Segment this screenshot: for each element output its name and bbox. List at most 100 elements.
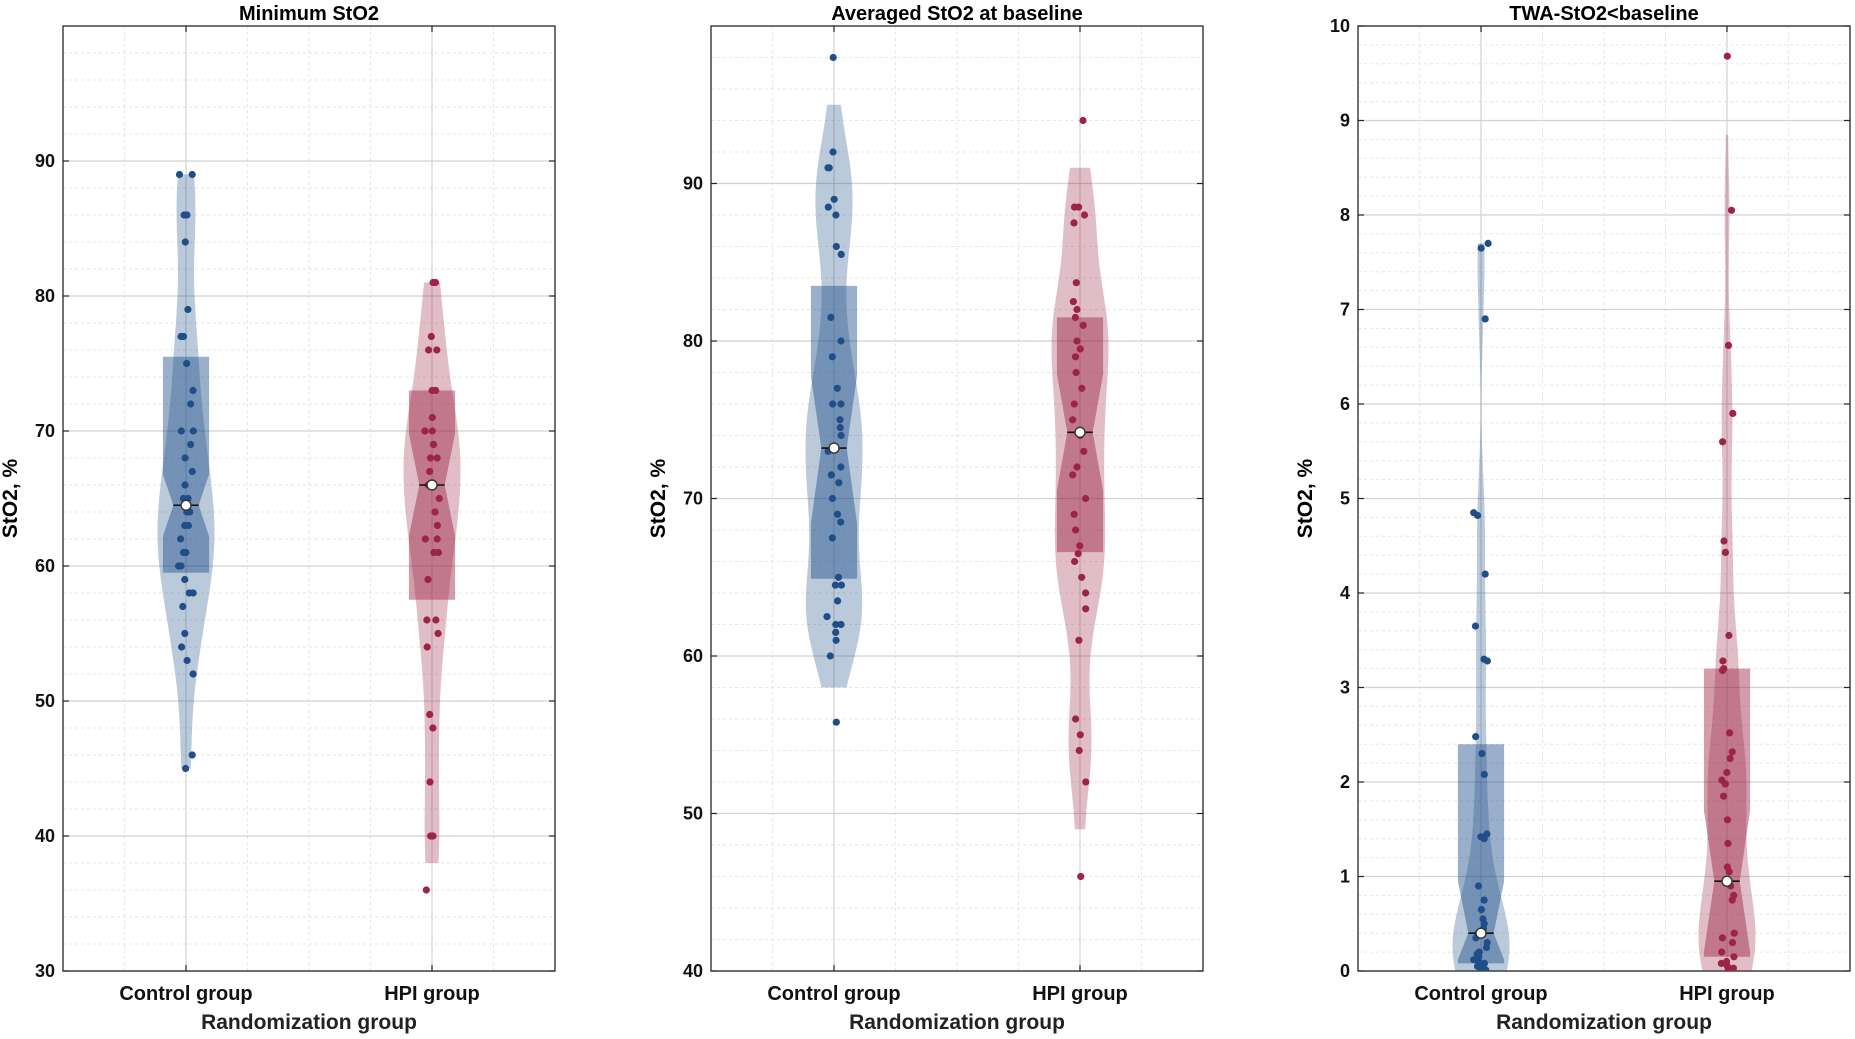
data-point — [1718, 948, 1726, 956]
data-point — [1072, 279, 1080, 287]
data-point — [1075, 636, 1083, 644]
data-point — [175, 170, 184, 179]
y-tick-label: 5 — [1340, 489, 1350, 509]
data-point — [428, 386, 436, 395]
data-point — [1729, 409, 1737, 417]
plot-content — [1452, 52, 1756, 971]
data-point — [428, 427, 436, 435]
data-point — [1484, 239, 1492, 247]
violin-1 — [1051, 167, 1109, 830]
data-point — [1478, 750, 1486, 758]
data-point — [183, 656, 191, 665]
data-point — [1481, 570, 1489, 578]
chart-panel-1: 30 40 50 60 70 80 90 Control group HPI group Mini… — [0, 3, 556, 1034]
data-point — [1078, 573, 1086, 581]
data-point — [1723, 52, 1731, 60]
median-marker-0 — [828, 442, 840, 454]
y-tick-label: 10 — [1330, 16, 1350, 36]
data-point — [1720, 537, 1728, 545]
data-point — [434, 629, 442, 638]
data-point — [177, 427, 185, 435]
data-point — [1071, 557, 1079, 566]
data-point — [1076, 542, 1084, 550]
data-point — [1728, 748, 1736, 756]
data-point — [1719, 438, 1727, 446]
data-point — [831, 581, 840, 589]
data-point — [827, 313, 835, 321]
data-point — [1079, 116, 1087, 125]
y-tick-label: 90 — [35, 151, 55, 171]
plot-content — [805, 53, 1109, 881]
data-point — [421, 427, 429, 435]
data-point — [1477, 967, 1485, 971]
data-point — [832, 718, 840, 726]
data-point — [187, 440, 195, 449]
data-point — [1724, 965, 1733, 971]
data-point — [1072, 526, 1080, 534]
data-point — [1728, 939, 1737, 947]
data-point — [1080, 447, 1088, 455]
data-point — [435, 494, 443, 503]
median-marker-1 — [1074, 426, 1086, 439]
data-point — [823, 613, 831, 621]
data-point — [181, 481, 189, 489]
data-point — [423, 616, 431, 624]
data-point — [421, 535, 429, 543]
data-point — [1078, 384, 1086, 392]
data-point — [426, 454, 435, 462]
y-tick-label: 40 — [683, 961, 703, 981]
data-point — [433, 521, 441, 530]
data-point — [425, 346, 433, 354]
x-axis-label: Randomization group — [201, 1011, 417, 1034]
data-point — [1482, 943, 1491, 952]
data-point — [1718, 666, 1727, 675]
y-tick-label: 50 — [35, 691, 55, 711]
data-point — [426, 710, 434, 719]
data-point — [837, 620, 845, 629]
y-tick-label: 0 — [1340, 961, 1350, 981]
data-point — [1076, 731, 1084, 739]
data-point — [1730, 953, 1738, 961]
data-point — [835, 479, 843, 487]
y-tick-label: 7 — [1340, 300, 1350, 320]
violin-0 — [157, 174, 215, 769]
data-point — [189, 670, 197, 678]
y-tick-label: 80 — [35, 286, 55, 306]
data-point — [1718, 934, 1726, 942]
data-point — [178, 643, 186, 651]
data-point — [828, 534, 837, 542]
y-tick-label: 9 — [1340, 111, 1350, 131]
data-point — [429, 832, 437, 840]
data-point — [837, 431, 845, 440]
data-point — [1728, 896, 1736, 904]
x-tick-label: Control group — [1414, 983, 1547, 1005]
data-point — [431, 508, 439, 516]
y-tick-label: 50 — [683, 804, 703, 824]
y-tick-label: 90 — [683, 174, 703, 194]
data-point — [1075, 746, 1083, 755]
y-tick-label: 4 — [1340, 583, 1350, 603]
data-point — [837, 518, 845, 526]
data-point — [1070, 203, 1079, 211]
data-point — [1471, 622, 1480, 630]
notched-box-1 — [408, 390, 456, 600]
data-point — [433, 454, 441, 462]
data-point — [830, 195, 838, 203]
data-point — [1073, 337, 1081, 345]
data-point — [1723, 816, 1731, 824]
data-point — [189, 386, 197, 395]
x-axis-label: Randomization group — [849, 1011, 1065, 1034]
data-point — [833, 510, 842, 518]
data-point — [1472, 733, 1480, 741]
data-point — [837, 581, 846, 589]
data-point — [179, 602, 187, 611]
violin-1 — [403, 282, 461, 863]
data-point — [1724, 839, 1732, 848]
data-point — [837, 463, 845, 471]
data-point — [181, 238, 189, 246]
data-point — [1717, 959, 1725, 968]
data-point — [1070, 400, 1078, 408]
data-point — [1073, 463, 1081, 471]
data-point — [1727, 206, 1736, 214]
x-tick-label: HPI group — [1679, 983, 1775, 1005]
